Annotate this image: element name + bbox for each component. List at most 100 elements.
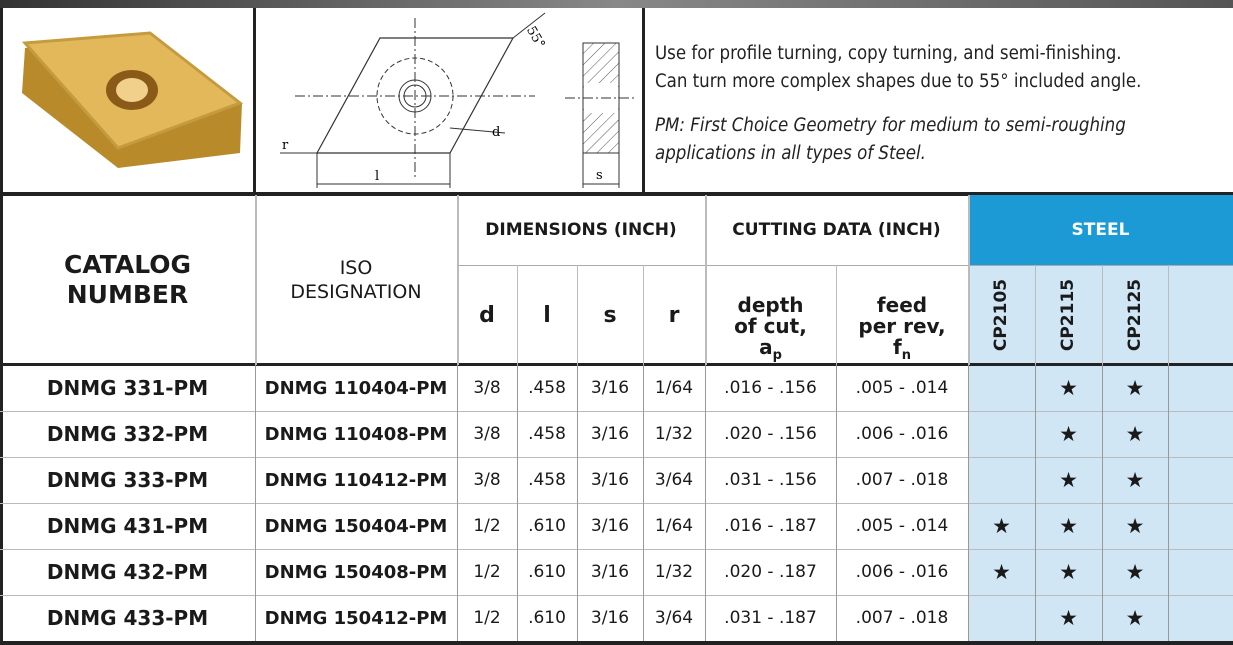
grid-line bbox=[1035, 365, 1036, 641]
insert-image bbox=[0, 8, 255, 195]
cell: 3/16 bbox=[577, 411, 643, 457]
cell: 1/32 bbox=[643, 411, 705, 457]
row-line bbox=[0, 549, 1233, 550]
cell: 3/16 bbox=[577, 503, 643, 549]
designation: DNMG 331-PM bbox=[0, 365, 255, 411]
star: ★ bbox=[1102, 549, 1168, 595]
cell: .007 - .018 bbox=[836, 457, 968, 503]
cell: 3/64 bbox=[643, 457, 705, 503]
note: applications in all types of Steel. bbox=[655, 140, 1225, 167]
grade-header: CP2105 bbox=[968, 265, 1035, 365]
insert-diagram: 55° d r l s bbox=[255, 8, 645, 195]
r-label: r bbox=[282, 138, 289, 153]
designation: DNMG 433-PM bbox=[0, 595, 255, 641]
steel-header: STEEL bbox=[968, 195, 1233, 265]
cell: .458 bbox=[517, 411, 577, 457]
star: ★ bbox=[1102, 411, 1168, 457]
grid-line bbox=[517, 265, 518, 365]
grid-line bbox=[643, 365, 644, 641]
grid-line bbox=[457, 265, 1233, 266]
grid-line bbox=[517, 365, 518, 641]
border bbox=[642, 8, 645, 195]
catalog-header: CATALOG NUMBER bbox=[0, 195, 255, 365]
cell: .006 - .016 bbox=[836, 411, 968, 457]
subscript: p bbox=[773, 348, 782, 363]
grade-header: CP2115 bbox=[1035, 265, 1102, 365]
grid-line bbox=[1168, 265, 1169, 365]
star: ★ bbox=[1102, 503, 1168, 549]
row-line bbox=[0, 411, 1233, 412]
grid-line bbox=[457, 365, 458, 641]
designation: DNMG 150412-PM bbox=[255, 595, 457, 641]
cell: 3/8 bbox=[457, 457, 517, 503]
grade-name: CP2115 bbox=[1059, 279, 1079, 351]
designation: DNMG 432-PM bbox=[0, 549, 255, 595]
star: ★ bbox=[1035, 549, 1102, 595]
grid-line bbox=[1102, 365, 1103, 641]
grid-line bbox=[1168, 365, 1169, 641]
designation: DNMG 332-PM bbox=[0, 411, 255, 457]
cell: .610 bbox=[517, 503, 577, 549]
row-line bbox=[0, 457, 1233, 458]
cell: .031 - .187 bbox=[705, 595, 836, 641]
dimensions-header: DIMENSIONS (INCH) bbox=[457, 195, 705, 265]
subscript: n bbox=[902, 348, 911, 363]
star: ★ bbox=[1102, 457, 1168, 503]
cell: 1/2 bbox=[457, 549, 517, 595]
border bbox=[253, 8, 256, 195]
d-label: d bbox=[492, 125, 500, 140]
star: ★ bbox=[1035, 365, 1102, 411]
grid-line bbox=[577, 265, 578, 365]
star: ★ bbox=[968, 503, 1035, 549]
border bbox=[0, 641, 1233, 645]
designation: DNMG 110408-PM bbox=[255, 411, 457, 457]
grid-line bbox=[705, 365, 706, 641]
dim-header: d bbox=[457, 265, 517, 365]
grade-name: CP2125 bbox=[1125, 279, 1145, 351]
cell: .610 bbox=[517, 595, 577, 641]
grid-line bbox=[968, 195, 970, 365]
grid-line bbox=[1102, 265, 1103, 365]
grade-header: CP2125 bbox=[1102, 265, 1168, 365]
cell: .005 - .014 bbox=[836, 365, 968, 411]
star: ★ bbox=[1035, 411, 1102, 457]
description: Can turn more complex shapes due to 55° … bbox=[655, 68, 1225, 95]
header-text: depth of cut, a bbox=[734, 293, 807, 359]
cell: 3/16 bbox=[577, 365, 643, 411]
description: Use for profile turning, copy turning, a… bbox=[655, 40, 1225, 67]
cell: 3/16 bbox=[577, 549, 643, 595]
cell: 1/64 bbox=[643, 365, 705, 411]
cell: .020 - .156 bbox=[705, 411, 836, 457]
cell: .016 - .156 bbox=[705, 365, 836, 411]
star: ★ bbox=[1102, 595, 1168, 641]
cell: 1/2 bbox=[457, 595, 517, 641]
grid-line bbox=[577, 365, 578, 641]
designation: DNMG 431-PM bbox=[0, 503, 255, 549]
cell: .007 - .018 bbox=[836, 595, 968, 641]
grade-name: CP2105 bbox=[992, 279, 1012, 351]
cell: 1/64 bbox=[643, 503, 705, 549]
cell: .610 bbox=[517, 549, 577, 595]
l-label: l bbox=[375, 169, 379, 184]
cell: 3/8 bbox=[457, 365, 517, 411]
cell: .458 bbox=[517, 365, 577, 411]
iso-header: ISO DESIGNATION bbox=[255, 195, 457, 365]
grid-line bbox=[457, 195, 459, 365]
note: PM: First Choice Geometry for medium to … bbox=[655, 112, 1225, 139]
dim-header: r bbox=[643, 265, 705, 365]
cell: .031 - .156 bbox=[705, 457, 836, 503]
grid-line bbox=[968, 365, 969, 641]
cell: .020 - .187 bbox=[705, 549, 836, 595]
designation: DNMG 110404-PM bbox=[255, 365, 457, 411]
grid-line bbox=[836, 365, 837, 641]
dim-header: l bbox=[517, 265, 577, 365]
insert-hole-inner bbox=[116, 78, 148, 102]
cutting-header: CUTTING DATA (INCH) bbox=[705, 195, 968, 265]
cut-header: depth of cut, ap bbox=[705, 265, 836, 365]
grid-line bbox=[255, 195, 257, 365]
cell: 1/2 bbox=[457, 503, 517, 549]
cell: .016 - .187 bbox=[705, 503, 836, 549]
s-label: s bbox=[596, 168, 603, 183]
angle-label: 55° bbox=[523, 24, 548, 51]
cell: 3/16 bbox=[577, 457, 643, 503]
